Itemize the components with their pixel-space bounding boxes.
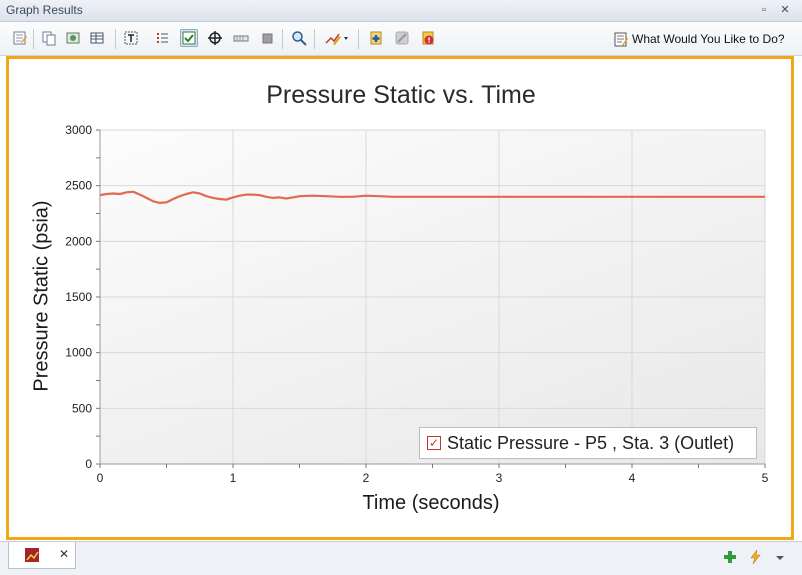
crosshair-icon[interactable] [206,29,224,47]
graph-tab[interactable]: ✕ [8,542,76,569]
series-line[interactable] [99,190,765,204]
add-to-report-icon[interactable] [367,29,385,47]
chevron-down-icon[interactable] [772,549,788,565]
chart-legend[interactable]: ✓ Static Pressure - P5 , Sta. 3 (Outlet) [419,427,757,459]
what-would-you-like-label: What Would You Like to Do? [632,32,785,46]
window-titlebar: Graph Results ▫ ✕ [0,0,802,22]
x-tick-label: 2 [363,471,370,485]
toolbar-separator [115,29,116,49]
pin-icon[interactable]: ▫ [762,4,766,16]
toolbar-separator [314,29,315,49]
data-table-icon[interactable] [88,29,106,47]
tab-close-icon[interactable]: ✕ [59,547,70,561]
show-legend-toggle-icon[interactable] [180,29,198,47]
output-warnings-icon[interactable] [419,29,437,47]
toolbar-separator [33,29,34,49]
y-tick-label: 3000 [65,123,92,137]
x-tick-label: 1 [230,471,237,485]
close-icon[interactable]: ✕ [780,4,790,16]
graph-toolbar: What Would You Like to Do? [0,22,802,56]
notepad-icon [613,31,629,47]
x-axis-title: Time (seconds) [362,492,500,514]
legend-label: Static Pressure - P5 , Sta. 3 (Outlet) [447,433,735,453]
edit-graph-icon[interactable] [11,29,29,47]
add-tab-icon[interactable] [722,549,738,565]
x-tick-label: 5 [762,471,769,485]
export-image-icon[interactable] [64,29,82,47]
graph-settings-disabled-icon[interactable] [393,29,411,47]
lightning-icon[interactable] [748,549,764,565]
y-tick-label: 0 [85,457,92,471]
graph-style-dropdown-icon[interactable] [323,29,351,47]
graph-tab-icon [25,548,39,562]
zoom-bar-icon[interactable] [232,29,250,47]
window-title: Graph Results [6,3,83,17]
zoom-icon[interactable] [290,29,308,47]
y-tick-label: 1500 [65,290,92,304]
x-tick-label: 4 [629,471,636,485]
toolbar-separator [282,29,283,49]
y-tick-label: 1000 [65,346,92,360]
y-tick-label: 2500 [65,179,92,193]
legend-checkbox[interactable]: ✓ [427,436,441,450]
y-axis-title: Pressure Static (psia) [30,200,53,392]
toolbar-separator [358,29,359,49]
x-tick-label: 0 [97,471,104,485]
stop-icon[interactable] [258,29,276,47]
y-tick-label: 2000 [65,234,92,248]
copy-icon[interactable] [40,29,58,47]
x-tick-label: 3 [496,471,503,485]
annotation-icon[interactable] [122,29,140,47]
bottom-bar: ✕ [0,541,802,575]
y-tick-label: 500 [72,401,92,415]
legend-icon[interactable] [153,29,171,47]
chart-title: Pressure Static vs. Time [266,81,536,109]
